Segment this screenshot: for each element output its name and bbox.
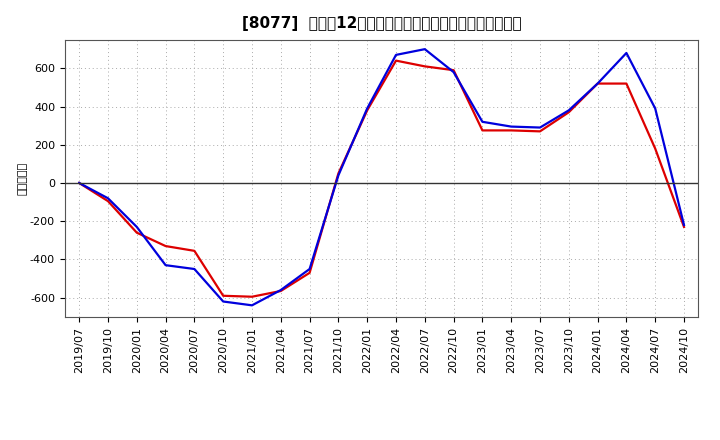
当期純利益 [161,243,170,249]
当期純利益 [276,288,285,293]
経常利益 [305,266,314,271]
経常利益 [104,196,112,201]
当期純利益 [305,270,314,275]
経常利益 [593,81,602,86]
Line: 経常利益: 経常利益 [79,49,684,305]
当期純利益 [219,293,228,298]
経常利益 [219,299,228,304]
当期純利益 [392,58,400,63]
当期純利益 [363,108,372,113]
当期純利益 [536,129,544,134]
経常利益 [161,263,170,268]
当期純利益 [132,230,141,235]
経常利益 [622,50,631,55]
経常利益 [392,52,400,58]
当期純利益 [75,180,84,186]
Title: [8077]  利益だ12か月移動合計の対前年同期増減額の推移: [8077] 利益だ12か月移動合計の対前年同期増減額の推移 [242,16,521,32]
当期純利益 [334,171,343,176]
当期純利益 [564,110,573,115]
経常利益 [478,119,487,125]
当期純利益 [104,198,112,204]
経常利益 [75,180,84,186]
経常利益 [564,108,573,113]
当期純利益 [680,224,688,230]
経常利益 [132,224,141,230]
経常利益 [680,222,688,227]
経常利益 [363,106,372,111]
当期純利益 [190,248,199,253]
当期純利益 [449,68,458,73]
経常利益 [507,124,516,129]
当期純利益 [622,81,631,86]
当期純利益 [593,81,602,86]
経常利益 [190,266,199,271]
当期純利益 [420,64,429,69]
当期純利益 [651,146,660,151]
経常利益 [334,172,343,178]
Line: 当期純利益: 当期純利益 [79,61,684,297]
当期純利益 [507,128,516,133]
経常利益 [449,70,458,75]
経常利益 [248,303,256,308]
経常利益 [420,47,429,52]
当期純利益 [478,128,487,133]
経常利益 [276,287,285,293]
Y-axis label: （百万円）: （百万円） [17,161,27,195]
当期純利益 [248,294,256,299]
経常利益 [536,125,544,130]
経常利益 [651,106,660,111]
